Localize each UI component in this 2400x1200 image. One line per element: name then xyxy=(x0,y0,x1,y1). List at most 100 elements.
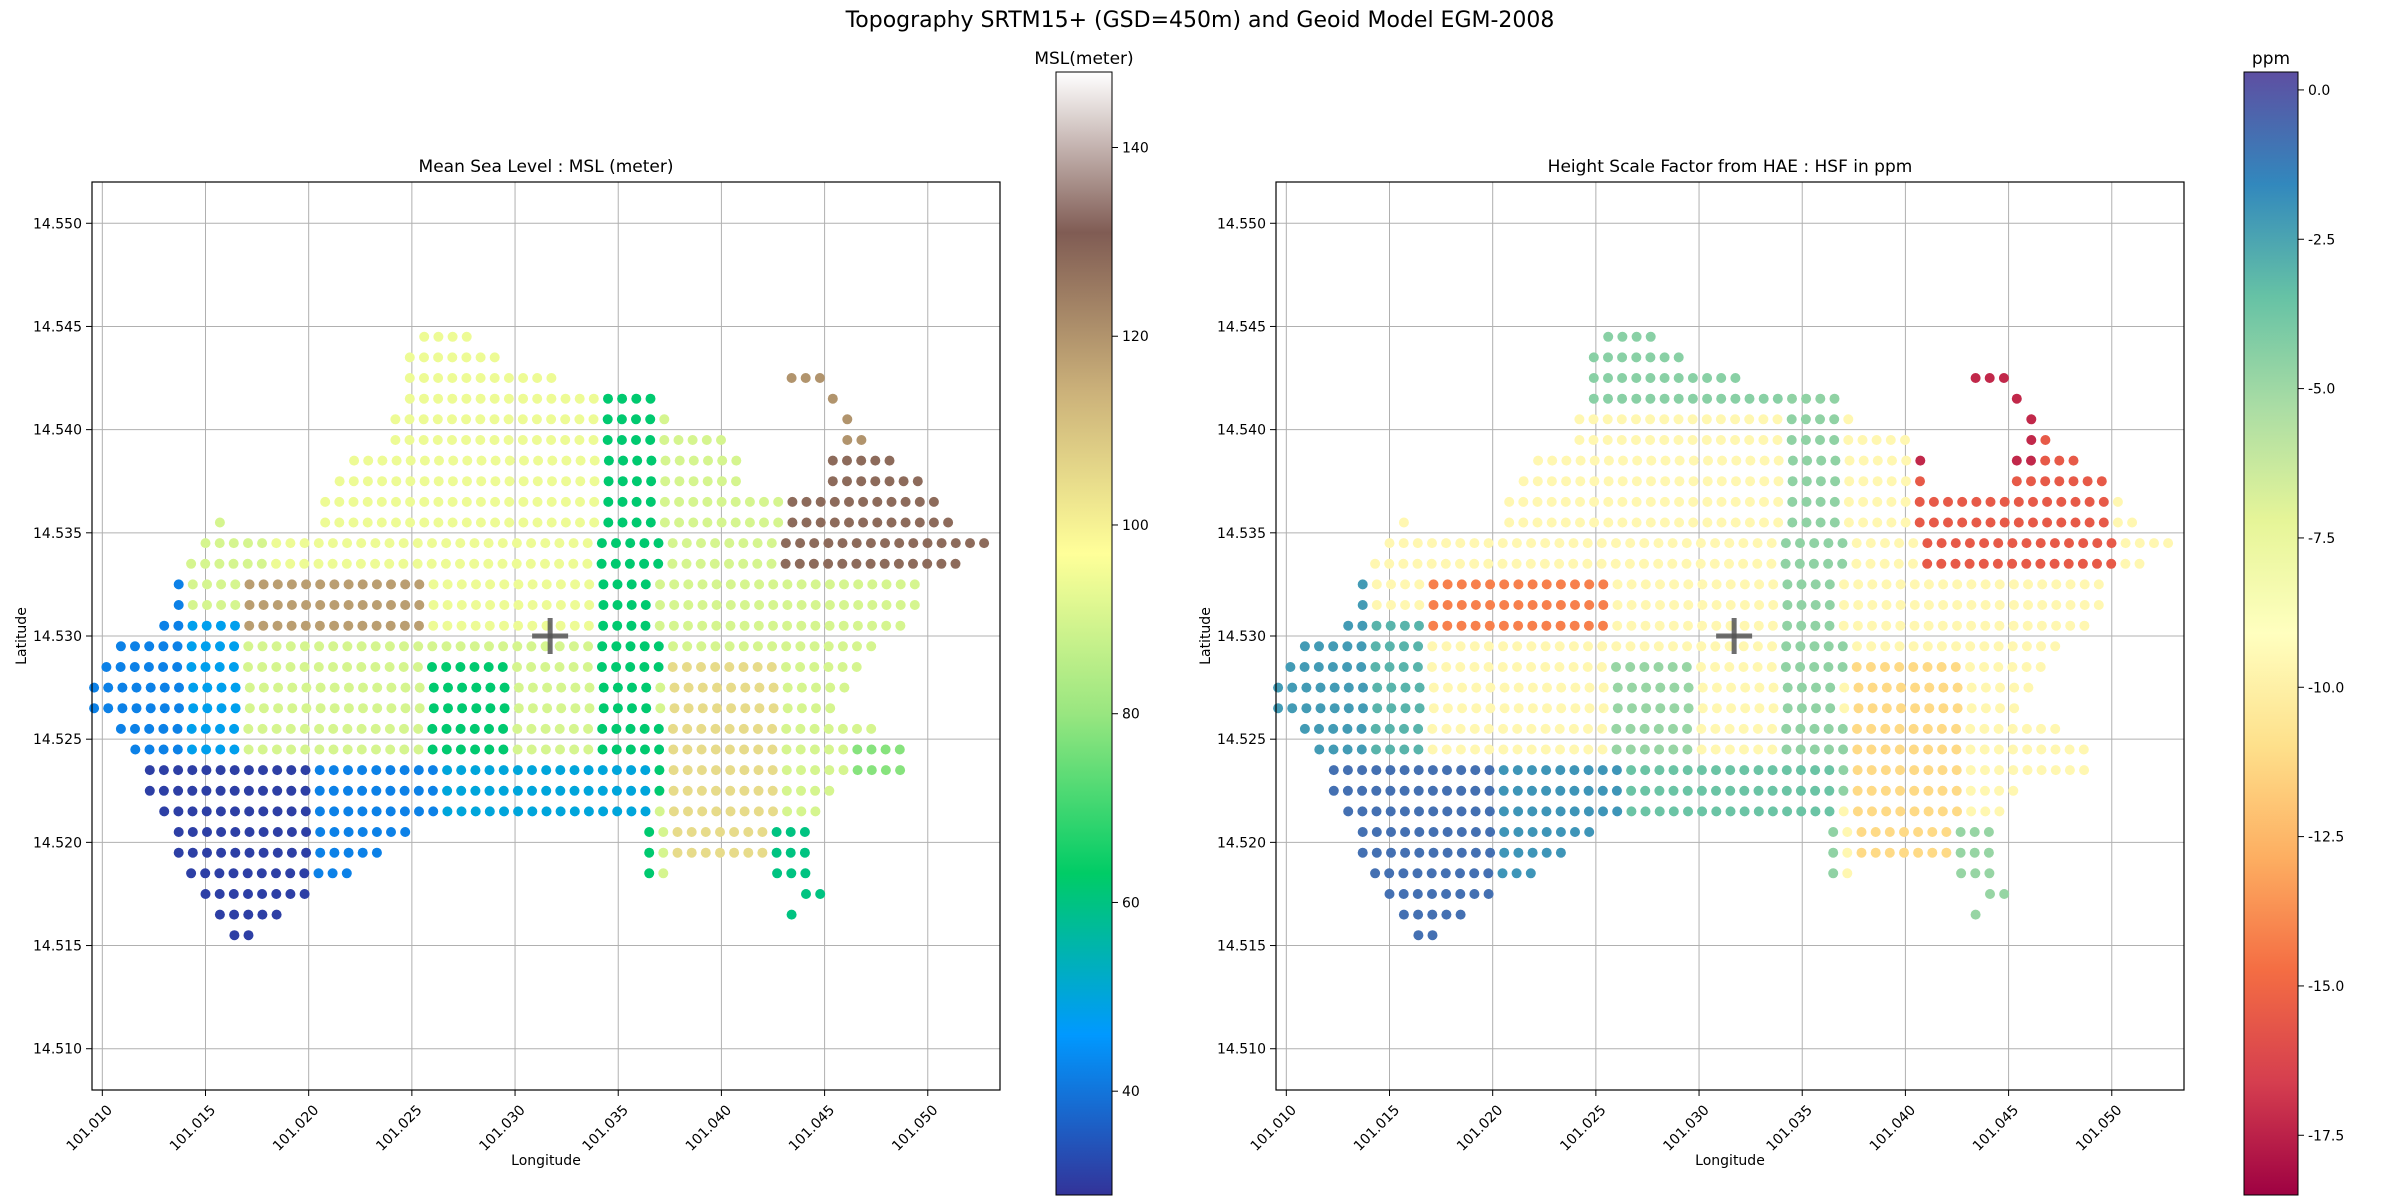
data-point xyxy=(1739,620,1750,631)
data-point xyxy=(2036,765,2047,776)
data-point xyxy=(1568,538,1579,549)
data-point xyxy=(1759,496,1769,507)
data-point xyxy=(1767,723,1778,734)
data-point xyxy=(612,806,623,817)
data-point xyxy=(1513,703,1524,714)
data-point xyxy=(1681,558,1692,569)
data-point xyxy=(1370,641,1381,652)
data-point xyxy=(1575,455,1586,466)
data-point xyxy=(1937,785,1948,796)
data-point xyxy=(503,414,514,425)
data-point xyxy=(470,765,481,776)
data-point xyxy=(1796,682,1807,693)
data-point xyxy=(447,373,458,383)
data-point xyxy=(928,496,939,507)
data-point xyxy=(1965,662,1975,672)
data-point xyxy=(683,620,693,631)
data-point xyxy=(1994,765,2005,776)
data-point xyxy=(542,682,553,693)
data-point xyxy=(1696,744,1707,755)
scatter-points xyxy=(1273,331,2174,941)
data-point xyxy=(404,352,415,363)
data-point xyxy=(979,538,990,549)
data-point xyxy=(187,765,198,776)
data-point xyxy=(603,517,614,528)
data-point xyxy=(589,476,600,487)
data-point xyxy=(2011,476,2022,487)
data-point xyxy=(1299,723,1310,734)
data-point xyxy=(1555,765,1566,776)
data-point xyxy=(796,579,807,590)
data-point xyxy=(442,806,453,817)
data-point xyxy=(625,723,636,734)
data-point xyxy=(781,662,791,672)
data-point xyxy=(301,703,312,714)
data-point xyxy=(343,785,353,796)
data-point xyxy=(1809,723,1820,734)
data-point xyxy=(1597,744,1608,755)
data-point xyxy=(1837,538,1848,549)
data-point xyxy=(753,620,764,631)
data-point xyxy=(1483,868,1494,879)
data-point xyxy=(258,703,269,714)
data-point xyxy=(1370,662,1381,672)
data-point xyxy=(1413,909,1424,920)
data-point xyxy=(893,558,904,569)
data-point xyxy=(588,414,599,425)
data-point xyxy=(709,558,720,569)
data-point xyxy=(744,517,755,528)
data-point xyxy=(1738,662,1749,672)
data-point xyxy=(1612,703,1623,714)
data-point xyxy=(1895,579,1906,590)
data-point xyxy=(173,806,184,817)
data-point xyxy=(1815,517,1826,528)
data-point xyxy=(2028,496,2038,507)
data-point xyxy=(399,765,410,776)
data-point xyxy=(200,538,211,549)
data-point xyxy=(1413,723,1424,734)
data-point xyxy=(1913,827,1924,837)
data-point xyxy=(589,517,600,528)
data-point xyxy=(1893,558,1904,569)
data-point xyxy=(1872,517,1883,528)
data-point xyxy=(602,435,613,445)
data-point xyxy=(1730,496,1741,507)
data-point xyxy=(725,765,736,776)
data-point xyxy=(1886,476,1897,487)
data-point xyxy=(1669,600,1680,610)
data-point xyxy=(815,889,826,899)
data-point xyxy=(639,662,650,672)
data-point xyxy=(286,827,297,837)
data-point xyxy=(1626,806,1637,817)
data-point xyxy=(654,765,665,776)
data-point xyxy=(286,847,297,858)
data-point xyxy=(89,682,100,693)
data-point xyxy=(1513,806,1524,817)
data-point xyxy=(884,476,895,487)
data-point xyxy=(2008,600,2019,610)
data-point xyxy=(710,662,721,672)
data-point xyxy=(2021,662,2032,672)
data-point xyxy=(2068,455,2079,466)
data-point xyxy=(2070,517,2081,528)
data-point xyxy=(400,827,411,837)
data-point xyxy=(1696,765,1707,776)
data-point xyxy=(343,579,354,590)
data-point xyxy=(795,662,806,672)
data-point xyxy=(597,785,608,796)
data-point xyxy=(886,496,897,507)
data-point xyxy=(1688,455,1699,466)
data-point xyxy=(384,662,395,672)
data-point xyxy=(1625,744,1636,755)
data-point xyxy=(1971,496,1982,507)
data-point xyxy=(214,889,225,899)
data-point xyxy=(1384,723,1395,734)
data-point xyxy=(1470,785,1481,796)
data-point xyxy=(1588,373,1599,383)
data-point xyxy=(399,785,410,796)
data-point xyxy=(837,558,848,569)
data-point xyxy=(1781,641,1792,652)
data-point xyxy=(271,662,282,672)
data-point xyxy=(914,517,925,528)
data-point xyxy=(1724,538,1735,549)
